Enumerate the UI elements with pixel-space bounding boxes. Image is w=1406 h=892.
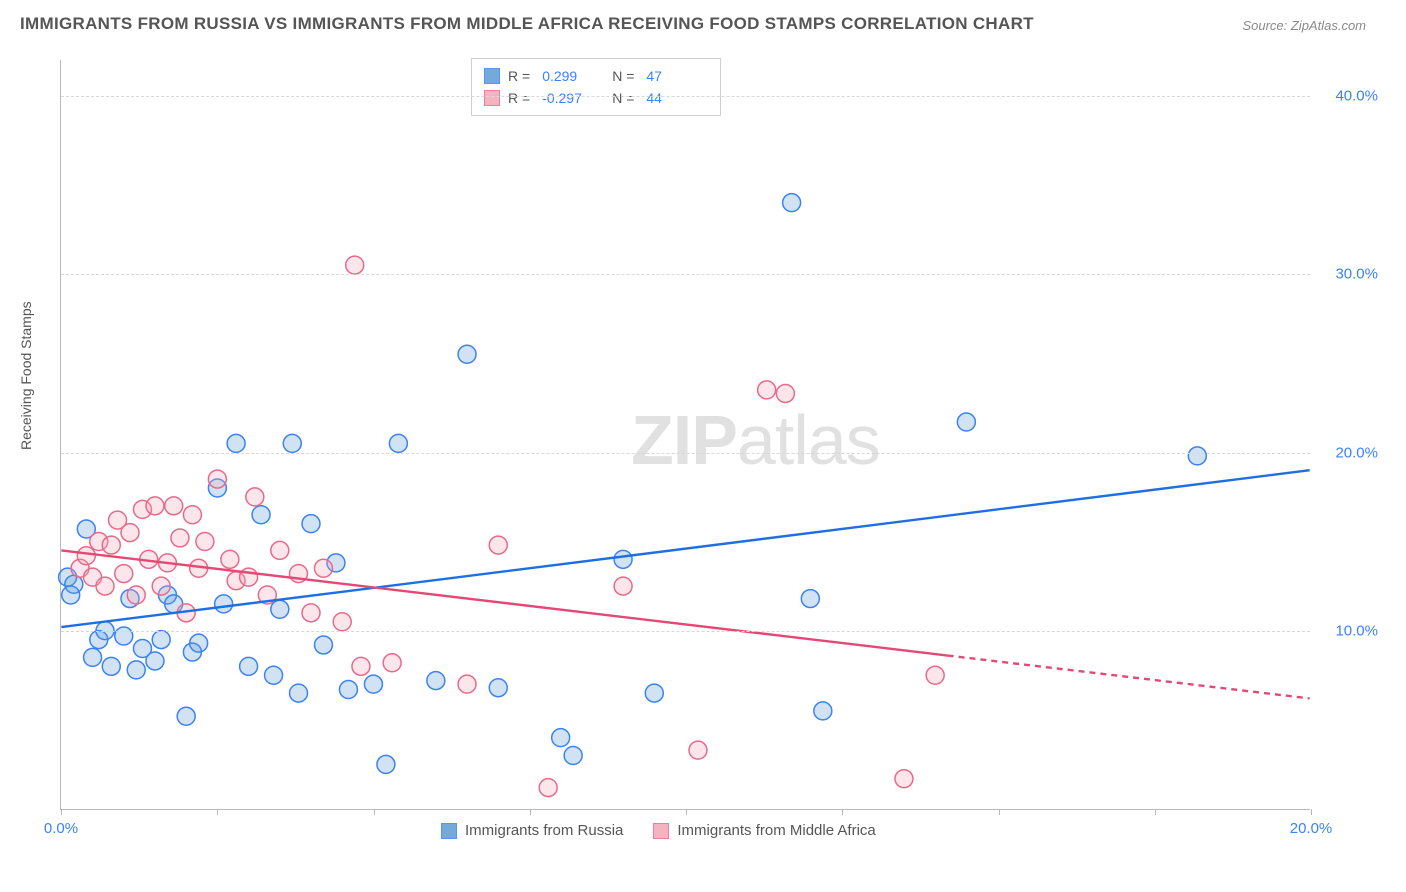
scatter-point	[302, 604, 320, 622]
scatter-point	[196, 533, 214, 551]
scatter-point	[489, 679, 507, 697]
x-tick	[530, 809, 531, 815]
scatter-point	[383, 654, 401, 672]
scatter-point	[102, 536, 120, 554]
legend-item-1: Immigrants from Russia	[441, 822, 623, 839]
y-tick-label: 30.0%	[1335, 266, 1378, 283]
scatter-point	[458, 675, 476, 693]
scatter-point	[957, 413, 975, 431]
x-tick	[686, 809, 687, 815]
gridline	[61, 631, 1310, 632]
scatter-point	[146, 652, 164, 670]
scatter-point	[389, 434, 407, 452]
trend-line-dashed	[948, 656, 1310, 699]
x-tick	[374, 809, 375, 815]
scatter-point	[926, 666, 944, 684]
gridline	[61, 96, 1310, 97]
scatter-point	[171, 529, 189, 547]
scatter-point	[564, 747, 582, 765]
scatter-point	[283, 434, 301, 452]
x-tick-label: 0.0%	[44, 820, 78, 837]
scatter-point	[552, 729, 570, 747]
x-tick	[999, 809, 1000, 815]
scatter-point	[96, 577, 114, 595]
scatter-point	[776, 384, 794, 402]
scatter-point	[221, 550, 239, 568]
scatter-point	[1188, 447, 1206, 465]
scatter-point	[689, 741, 707, 759]
scatter-point	[814, 702, 832, 720]
scatter-point	[240, 657, 258, 675]
x-tick-label: 20.0%	[1290, 820, 1333, 837]
scatter-point	[364, 675, 382, 693]
scatter-point	[290, 684, 308, 702]
scatter-point	[377, 755, 395, 773]
scatter-point	[102, 657, 120, 675]
scatter-point	[614, 577, 632, 595]
bottom-legend: Immigrants from Russia Immigrants from M…	[441, 822, 876, 839]
y-tick-label: 40.0%	[1335, 87, 1378, 104]
scatter-point	[758, 381, 776, 399]
swatch-bottom-2	[653, 823, 669, 839]
scatter-point	[115, 565, 133, 583]
scatter-point	[352, 657, 370, 675]
scatter-point	[614, 550, 632, 568]
scatter-point	[489, 536, 507, 554]
x-tick	[842, 809, 843, 815]
scatter-point	[190, 634, 208, 652]
plot-svg	[61, 60, 1310, 809]
scatter-point	[208, 470, 226, 488]
scatter-point	[314, 559, 332, 577]
scatter-point	[62, 586, 80, 604]
scatter-point	[152, 631, 170, 649]
scatter-point	[77, 547, 95, 565]
y-axis-label: Receiving Food Stamps	[18, 301, 34, 450]
scatter-point	[302, 515, 320, 533]
y-tick-label: 10.0%	[1335, 623, 1378, 640]
x-tick	[1155, 809, 1156, 815]
scatter-point	[271, 541, 289, 559]
scatter-point	[127, 661, 145, 679]
scatter-point	[183, 506, 201, 524]
scatter-point	[246, 488, 264, 506]
scatter-point	[339, 681, 357, 699]
scatter-point	[783, 194, 801, 212]
scatter-point	[152, 577, 170, 595]
scatter-point	[215, 595, 233, 613]
scatter-point	[346, 256, 364, 274]
gridline	[61, 274, 1310, 275]
scatter-point	[427, 672, 445, 690]
scatter-point	[645, 684, 663, 702]
scatter-point	[265, 666, 283, 684]
scatter-point	[252, 506, 270, 524]
scatter-point	[333, 613, 351, 631]
legend-item-2: Immigrants from Middle Africa	[653, 822, 875, 839]
scatter-point	[314, 636, 332, 654]
scatter-point	[801, 590, 819, 608]
x-tick	[61, 809, 62, 815]
x-tick	[1311, 809, 1312, 815]
scatter-point	[458, 345, 476, 363]
source-label: Source: ZipAtlas.com	[1242, 18, 1366, 33]
scatter-point	[165, 497, 183, 515]
x-tick	[217, 809, 218, 815]
scatter-point	[227, 434, 245, 452]
scatter-point	[895, 770, 913, 788]
scatter-point	[115, 627, 133, 645]
chart-title: IMMIGRANTS FROM RUSSIA VS IMMIGRANTS FRO…	[20, 14, 1034, 34]
plot-area: ZIPatlas R = 0.299 N = 47 R = -0.297 N =…	[60, 60, 1310, 810]
scatter-point	[177, 707, 195, 725]
scatter-point	[539, 779, 557, 797]
gridline	[61, 453, 1310, 454]
scatter-point	[84, 648, 102, 666]
swatch-bottom-1	[441, 823, 457, 839]
chart-container: Receiving Food Stamps ZIPatlas R = 0.299…	[30, 50, 1380, 850]
scatter-point	[121, 524, 139, 542]
scatter-point	[146, 497, 164, 515]
y-tick-label: 20.0%	[1335, 444, 1378, 461]
scatter-point	[127, 586, 145, 604]
legend-label-1: Immigrants from Russia	[465, 822, 623, 839]
legend-label-2: Immigrants from Middle Africa	[677, 822, 875, 839]
scatter-point	[271, 600, 289, 618]
